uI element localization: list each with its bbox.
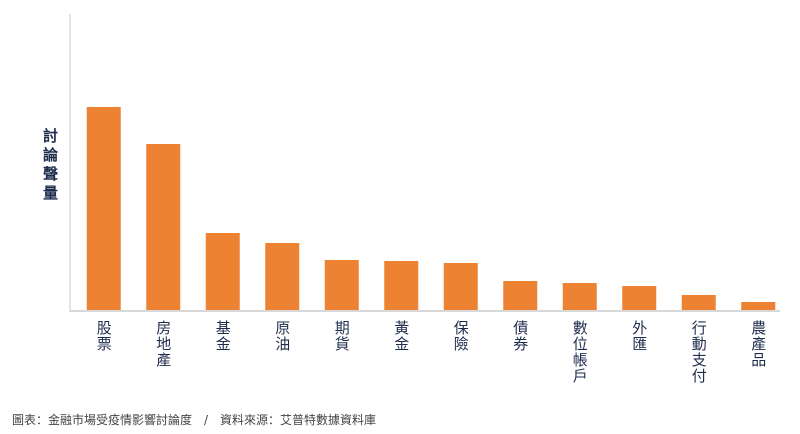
x-tick-label: 期貨 [333, 320, 351, 352]
bar [622, 286, 657, 310]
x-tick-label: 債券 [511, 320, 529, 352]
y-axis-label: 討論聲量 [41, 127, 59, 204]
x-tick-label: 數位帳戶 [571, 320, 589, 384]
bar [443, 263, 478, 310]
caption: 圖表：金融市場受疫情影響討論度 / 資料來源：艾普特數據資料庫 [12, 412, 376, 427]
bar [562, 283, 597, 310]
bar [146, 144, 181, 310]
bar [741, 302, 776, 310]
bar [324, 260, 359, 310]
x-tick-label: 農產品 [749, 320, 767, 368]
bar [205, 233, 240, 310]
bar [681, 295, 716, 310]
x-tick-label: 外匯 [630, 320, 648, 352]
x-tick-label: 原油 [273, 320, 291, 352]
x-tick-label: 基金 [214, 320, 232, 352]
bar [384, 261, 419, 310]
x-tick-label: 股票 [95, 320, 113, 352]
x-tick-label: 行動支付 [690, 320, 708, 384]
bar [265, 243, 300, 310]
bar [86, 107, 121, 310]
x-tick-label: 房地產 [154, 320, 172, 368]
bar [503, 281, 538, 310]
x-tick-label: 保險 [452, 320, 470, 352]
x-tick-label: 黃金 [392, 320, 410, 352]
